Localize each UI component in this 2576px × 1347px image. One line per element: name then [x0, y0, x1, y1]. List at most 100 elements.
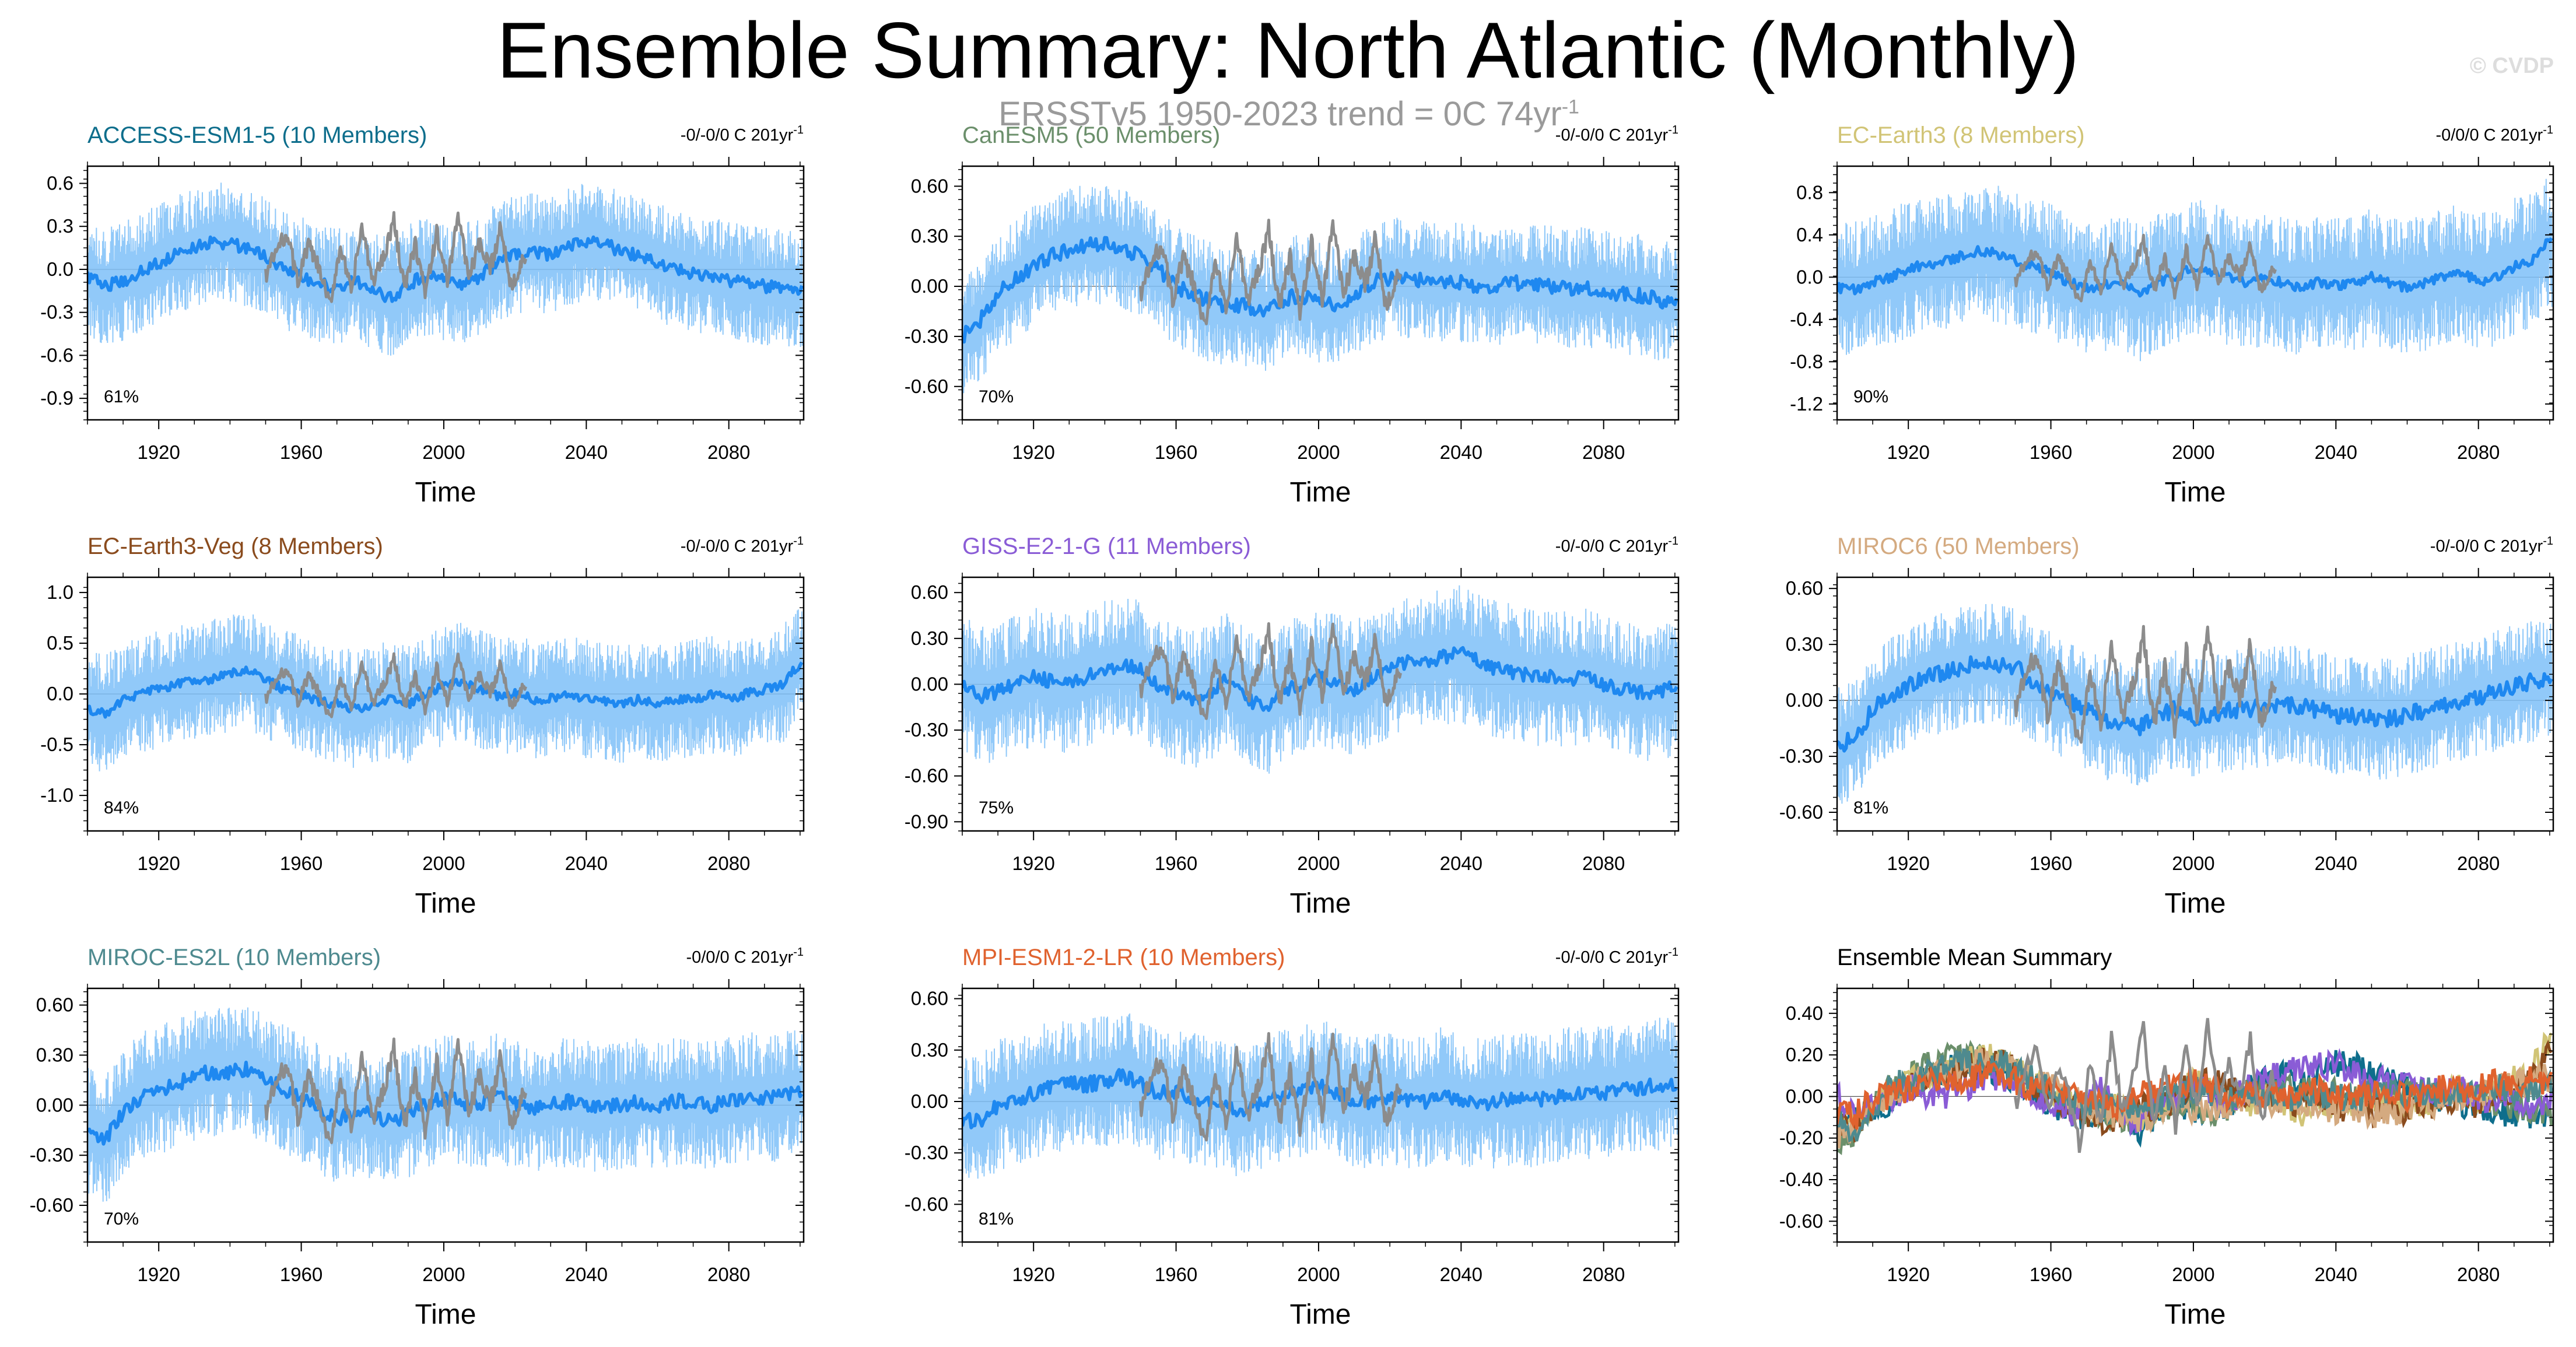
observation-series — [2014, 233, 2277, 303]
y-tick-label: 0.60 — [911, 581, 948, 603]
x-tick-label: 1920 — [137, 1264, 180, 1285]
chart-panel: EC-Earth3 (8 Members) 0.8 0.4 0.0 -0.4 -0.8 -1… — [1790, 122, 2554, 508]
y-tick-label: 0.0 — [47, 258, 73, 280]
observation-series — [1139, 622, 1402, 720]
chart-panel: EC-Earth3-Veg (8 Members) 1.0 0.5 0.0 -0.5 -1… — [40, 534, 805, 919]
plot-frame — [86, 987, 805, 1243]
observation-series — [264, 1037, 527, 1145]
y-tick-label: -0.60 — [1779, 801, 1823, 823]
y-tick-label: -1.0 — [40, 784, 73, 806]
panel-title: Ensemble Mean Summary — [1837, 945, 2112, 970]
x-tick-label: 1920 — [1012, 1264, 1054, 1285]
y-tick-label: 0.00 — [911, 275, 948, 297]
x-tick-label: 2000 — [422, 441, 465, 463]
x-tick-label: 2080 — [707, 441, 750, 463]
y-tick-label: -0.3 — [40, 301, 73, 323]
plot-area — [962, 585, 1678, 774]
x-axis-title: Time — [2165, 1299, 2226, 1330]
x-tick-label: 1920 — [1887, 1264, 1929, 1285]
y-tick-label: 1.0 — [47, 581, 73, 603]
page-title: Ensemble Summary: North Atlantic (Monthl… — [496, 6, 2080, 94]
x-tick-label: 1920 — [1887, 853, 1929, 874]
x-tick-label: 2040 — [1440, 441, 1482, 463]
plot-area — [87, 183, 804, 356]
x-axis-title: Time — [415, 477, 476, 508]
y-tick-label: -0.30 — [905, 325, 948, 347]
y-tick-label: 0.0 — [1796, 266, 1823, 287]
x-axis-title: Time — [1290, 477, 1351, 508]
y-tick-label: -1.2 — [1790, 393, 1823, 415]
x-axis-title: Time — [2165, 888, 2226, 919]
x-tick-label: 1960 — [2030, 441, 2072, 463]
trend-label: -0/-0/0 C 201yr-1 — [2430, 535, 2553, 556]
y-tick-label: 0.00 — [36, 1094, 73, 1116]
obs-trend-unit-superscript: -1 — [1561, 96, 1579, 118]
x-axis-title: Time — [1290, 1299, 1351, 1330]
y-tick-label: 0.30 — [36, 1044, 73, 1065]
chart-panel: GISS-E2-1-G (11 Members) 0.60 0.30 0.00 -0.3… — [905, 534, 1680, 919]
x-tick-label: 1960 — [1155, 853, 1197, 874]
x-tick-label: 2000 — [1297, 441, 1340, 463]
panel-title: MIROC-ES2L (10 Members) — [87, 945, 381, 970]
x-tick-label: 2000 — [2172, 441, 2214, 463]
y-tick-label: 0.60 — [911, 175, 948, 197]
y-tick-label: 0.6 — [47, 172, 73, 194]
y-tick-label: -0.60 — [905, 765, 948, 787]
y-tick-label: 0.60 — [911, 988, 948, 1009]
x-tick-label: 2000 — [422, 853, 465, 874]
plot-frame — [961, 165, 1680, 421]
percent-label: 70% — [979, 387, 1014, 406]
y-tick-label: -0.5 — [40, 734, 73, 755]
x-tick-label: 2040 — [1440, 853, 1482, 874]
x-tick-label: 2040 — [1440, 1264, 1482, 1285]
y-tick-label: -0.30 — [30, 1144, 73, 1166]
y-tick-label: 0.00 — [1786, 1085, 1823, 1107]
x-tick-label: 2080 — [1582, 853, 1625, 874]
ensemble-mean-series — [87, 1061, 804, 1146]
x-tick-label: 2000 — [1297, 1264, 1340, 1285]
x-tick-label: 2080 — [1582, 441, 1625, 463]
trend-label: -0/-0/0 C 201yr-1 — [681, 535, 804, 556]
percent-label: 90% — [1853, 387, 1888, 406]
y-tick-label: -0.60 — [30, 1194, 73, 1216]
y-tick-label: 0.60 — [36, 994, 73, 1016]
y-tick-label: 0.00 — [911, 673, 948, 694]
observation-series — [2014, 625, 2277, 744]
panel-title: EC-Earth3-Veg (8 Members) — [87, 534, 383, 559]
trend-label: -0/-0/0 C 201yr-1 — [1555, 124, 1678, 145]
x-tick-label: 2080 — [707, 853, 750, 874]
ensemble-mean-series — [87, 235, 804, 303]
observation-series — [1139, 219, 1402, 325]
x-tick-label: 1960 — [280, 853, 323, 874]
y-tick-label: 0.30 — [911, 225, 948, 247]
obs-trend-text: ERSSTv5 1950-2023 trend = 0C 74yr — [998, 95, 1562, 133]
y-tick-label: -0.9 — [40, 387, 73, 409]
x-tick-label: 1920 — [137, 441, 180, 463]
y-tick-label: -0.4 — [1790, 308, 1823, 330]
y-tick-label: 0.00 — [1786, 689, 1823, 711]
ensemble-mean-series — [1837, 655, 2553, 753]
x-tick-label: 1960 — [280, 441, 323, 463]
plot-area — [1837, 604, 2553, 804]
model-mean-series — [1837, 1048, 2553, 1137]
trend-label: -0/0/0 C 201yr-1 — [686, 946, 804, 967]
panel-title: ACCESS-ESM1-5 (10 Members) — [87, 122, 427, 148]
observation-series — [264, 652, 527, 718]
observation-series — [1139, 1032, 1402, 1142]
plot-frame — [961, 987, 1680, 1243]
y-tick-label: 0.8 — [1796, 181, 1823, 203]
plot-area — [87, 609, 804, 771]
x-tick-label: 1920 — [1887, 441, 1929, 463]
x-tick-label: 2000 — [2172, 853, 2214, 874]
chart-panel: MIROC6 (50 Members) 0.60 0.30 0.00 -0.30 -0.6… — [1779, 534, 2554, 919]
plot-area — [1837, 1018, 2553, 1156]
x-tick-label: 2040 — [565, 441, 608, 463]
y-tick-label: -0.30 — [1779, 745, 1823, 767]
observation-series — [264, 211, 527, 303]
cvdp-watermark: © CVDP — [2469, 54, 2554, 78]
obs-trend-subtitle: ERSSTv5 1950-2023 trend = 0C 74yr-1 — [910, 94, 1668, 134]
y-tick-label: 0.40 — [1786, 1002, 1823, 1024]
plot-area — [962, 185, 1678, 394]
x-tick-label: 2080 — [707, 1264, 750, 1285]
